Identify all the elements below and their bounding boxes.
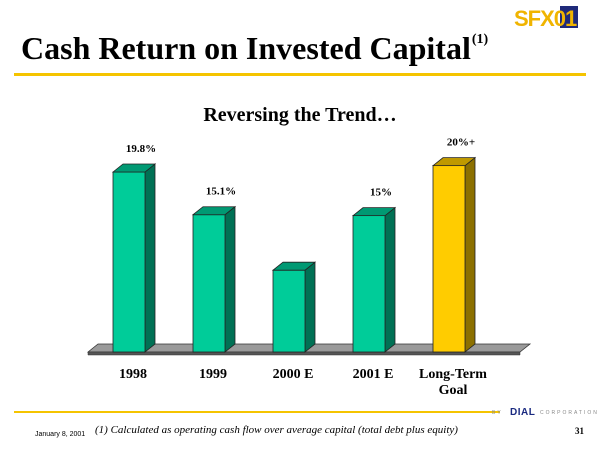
brand-prefix: BY xyxy=(492,410,503,416)
page-number: 31 xyxy=(575,426,584,436)
category-label-4-0: Long-Term xyxy=(419,367,487,382)
bar-2 xyxy=(273,270,305,352)
data-label-3: 15% xyxy=(370,187,392,199)
slide-date: January 8, 2001 xyxy=(35,431,85,438)
bar-side-1 xyxy=(225,207,235,352)
brand-name: DIAL xyxy=(510,407,535,418)
data-label-4: 20%+ xyxy=(447,137,475,149)
bar-1 xyxy=(193,215,225,352)
data-label-0: 19.8% xyxy=(126,143,156,155)
category-label-2: 2000 E xyxy=(273,367,314,382)
bar-side-2 xyxy=(305,262,315,352)
bar-0 xyxy=(113,172,145,352)
category-label-3: 2001 E xyxy=(353,367,394,382)
category-label-1: 1999 xyxy=(199,367,227,382)
bar-4 xyxy=(433,166,465,352)
brand-suffix: CORPORATION xyxy=(540,410,599,416)
bar-3 xyxy=(353,216,385,352)
footnote: (1) Calculated as operating cash flow ov… xyxy=(95,424,458,436)
category-label-0: 1998 xyxy=(119,367,147,382)
data-label-1: 15.1% xyxy=(206,186,236,198)
dial-brand: BY DIAL CORPORATION xyxy=(492,407,592,419)
footer-divider xyxy=(14,411,500,413)
category-label-4-1: Goal xyxy=(439,383,468,398)
bar-side-3 xyxy=(385,208,395,352)
chart-floor-edge xyxy=(88,352,520,355)
bar-side-0 xyxy=(145,164,155,352)
bar-side-4 xyxy=(465,158,475,352)
